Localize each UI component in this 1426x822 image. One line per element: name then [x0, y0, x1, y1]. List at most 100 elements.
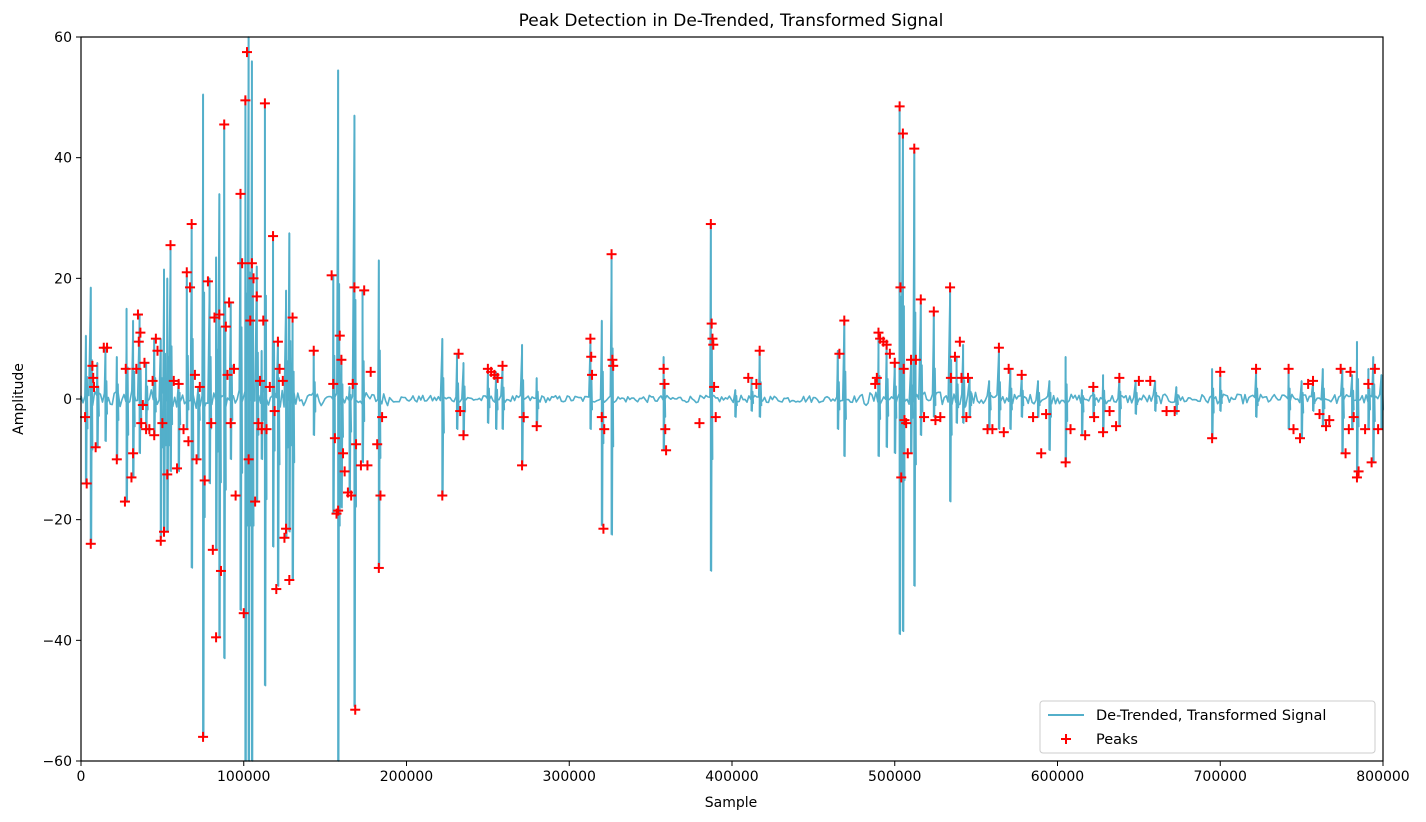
- peak-marker: [333, 505, 344, 516]
- y-tick-label: 40: [54, 151, 72, 167]
- peak-marker: [1089, 412, 1100, 423]
- peak-marker: [1016, 369, 1027, 380]
- peak-marker: [328, 378, 339, 389]
- peak-marker: [80, 412, 91, 423]
- peak-marker: [191, 454, 202, 465]
- peak-marker: [1207, 433, 1218, 444]
- peak-marker: [660, 424, 671, 435]
- peak-marker: [437, 490, 448, 501]
- peak-marker: [139, 357, 150, 368]
- peak-marker: [754, 345, 765, 356]
- peak-marker: [839, 315, 850, 326]
- peak-marker: [186, 219, 197, 230]
- peak-marker: [133, 336, 144, 347]
- peak-marker: [889, 357, 900, 368]
- peak-marker: [881, 339, 892, 350]
- peak-marker: [119, 496, 130, 507]
- peak-marker: [954, 336, 965, 347]
- peak-marker: [1028, 412, 1039, 423]
- peak-marker: [585, 333, 596, 344]
- x-axis: 0 100000 200000 300000 400000 500000 600000 700…: [77, 761, 1410, 785]
- peak-marker: [136, 418, 147, 429]
- peak-marker: [274, 363, 285, 374]
- peak-marker: [228, 363, 239, 374]
- peak-marker: [909, 143, 920, 154]
- peak-marker: [596, 412, 607, 423]
- peak-marker: [279, 532, 290, 543]
- peak-marker: [1111, 421, 1122, 432]
- peak-marker: [89, 381, 100, 392]
- peak-marker: [1114, 372, 1125, 383]
- peaks-layer: [80, 47, 1384, 742]
- peak-marker: [1104, 406, 1115, 417]
- peak-marker: [1314, 409, 1325, 420]
- peak-marker: [240, 95, 251, 106]
- peak-marker: [261, 424, 272, 435]
- peak-marker: [222, 369, 233, 380]
- peak-marker: [211, 632, 222, 643]
- peak-marker: [120, 363, 131, 374]
- peak-marker: [351, 439, 362, 450]
- peak-marker: [1098, 427, 1109, 438]
- peak-marker: [1036, 448, 1047, 459]
- peak-marker: [661, 445, 672, 456]
- peak-marker: [253, 418, 264, 429]
- peak-marker: [935, 412, 946, 423]
- peak-marker: [1335, 363, 1346, 374]
- peak-marker: [181, 267, 192, 278]
- peak-marker: [1088, 381, 1099, 392]
- x-axis-title: Sample: [705, 795, 758, 811]
- peak-marker: [1373, 424, 1384, 435]
- x-tick-label: 800000: [1356, 769, 1409, 785]
- peak-marker: [365, 366, 376, 377]
- peak-marker: [1145, 375, 1156, 386]
- peak-marker: [587, 369, 598, 380]
- peak-marker: [834, 348, 845, 359]
- y-axis: −60 −40 −20 0 20 40 60: [42, 30, 81, 770]
- legend-peaks-label: Peaks: [1096, 732, 1138, 748]
- peak-marker: [1215, 366, 1226, 377]
- peak-marker: [81, 478, 92, 489]
- peak-marker: [1321, 421, 1332, 432]
- peak-marker: [901, 418, 912, 429]
- peak-marker: [137, 400, 148, 411]
- y-tick-label: −60: [42, 754, 72, 770]
- peak-marker: [250, 496, 261, 507]
- peak-marker: [199, 475, 210, 486]
- peak-marker: [271, 584, 282, 595]
- peak-marker: [202, 276, 213, 287]
- peak-marker: [998, 427, 1009, 438]
- peak-marker: [147, 375, 158, 386]
- peak-marker: [150, 333, 161, 344]
- peak-marker: [910, 354, 921, 365]
- peak-marker: [144, 424, 155, 435]
- peak-marker: [268, 231, 279, 242]
- peak-marker: [194, 381, 205, 392]
- peak-marker: [945, 282, 956, 293]
- peak-marker: [1283, 363, 1294, 374]
- peak-marker: [705, 219, 716, 230]
- peak-marker: [346, 490, 357, 501]
- peak-marker: [185, 282, 196, 293]
- peak-marker: [248, 273, 259, 284]
- x-tick-label: 700000: [1194, 769, 1247, 785]
- peak-marker: [993, 342, 1004, 353]
- peak-marker: [1003, 363, 1014, 374]
- x-tick-label: 300000: [543, 769, 596, 785]
- peak-marker: [272, 336, 283, 347]
- peak-marker: [708, 339, 719, 350]
- peak-marker: [608, 360, 619, 371]
- peak-marker: [895, 282, 906, 293]
- peak-marker: [372, 439, 383, 450]
- peak-marker: [377, 412, 388, 423]
- peak-marker: [220, 321, 231, 332]
- peak-marker: [531, 421, 542, 432]
- peak-marker: [1348, 412, 1359, 423]
- peak-marker: [373, 562, 384, 573]
- peak-marker: [694, 418, 705, 429]
- peak-marker: [919, 412, 930, 423]
- peak-marker: [230, 490, 241, 501]
- peak-marker: [598, 523, 609, 534]
- peak-marker: [1353, 466, 1364, 477]
